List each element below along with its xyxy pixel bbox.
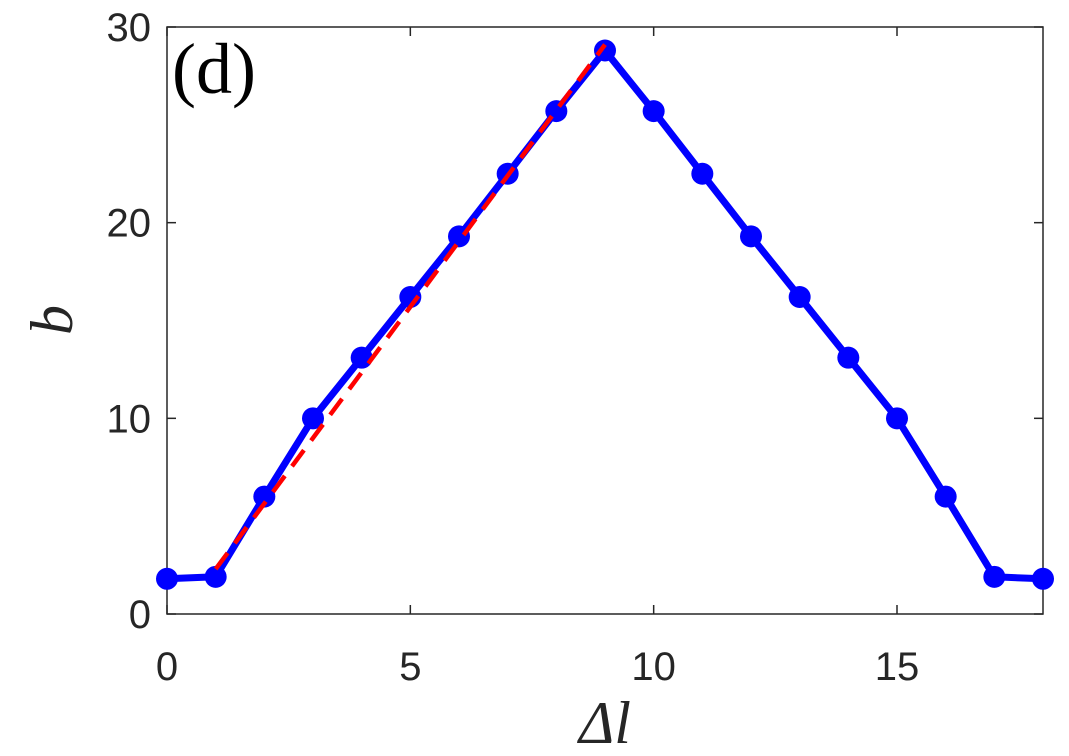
data-point	[594, 39, 616, 62]
data-point	[642, 100, 665, 123]
x-tick-label: 10	[631, 645, 676, 689]
x-axis-label: Δl	[577, 690, 631, 756]
data-point	[788, 286, 811, 309]
x-tick-label: 15	[875, 645, 920, 689]
x-tick-label: 5	[399, 645, 421, 689]
plot-frame	[166, 26, 1044, 615]
y-axis-label: b	[19, 305, 85, 335]
data-point	[1032, 567, 1054, 590]
series-layer	[156, 39, 1054, 590]
data-point	[204, 565, 227, 588]
panel-label: (d)	[172, 29, 256, 109]
series-line-dashed	[213, 43, 607, 571]
x-tick-label: 0	[156, 645, 178, 689]
data-point	[740, 225, 762, 248]
data-point	[934, 485, 957, 508]
data-point	[837, 346, 860, 369]
y-tick-label: 10	[107, 397, 152, 441]
data-point	[886, 407, 908, 430]
data-point	[983, 565, 1006, 588]
ticks: 0 5 10 15 0 10 20 30	[107, 6, 1043, 689]
y-tick-label: 0	[129, 593, 151, 637]
y-tick-label: 30	[107, 6, 152, 50]
data-point	[156, 567, 178, 590]
plot-box	[166, 26, 1044, 615]
series-line-solid	[166, 47, 1044, 583]
data-point	[691, 162, 714, 185]
data-point	[350, 346, 373, 369]
y-tick-label: 20	[107, 202, 152, 246]
data-point	[302, 407, 324, 430]
data-point	[253, 485, 276, 508]
